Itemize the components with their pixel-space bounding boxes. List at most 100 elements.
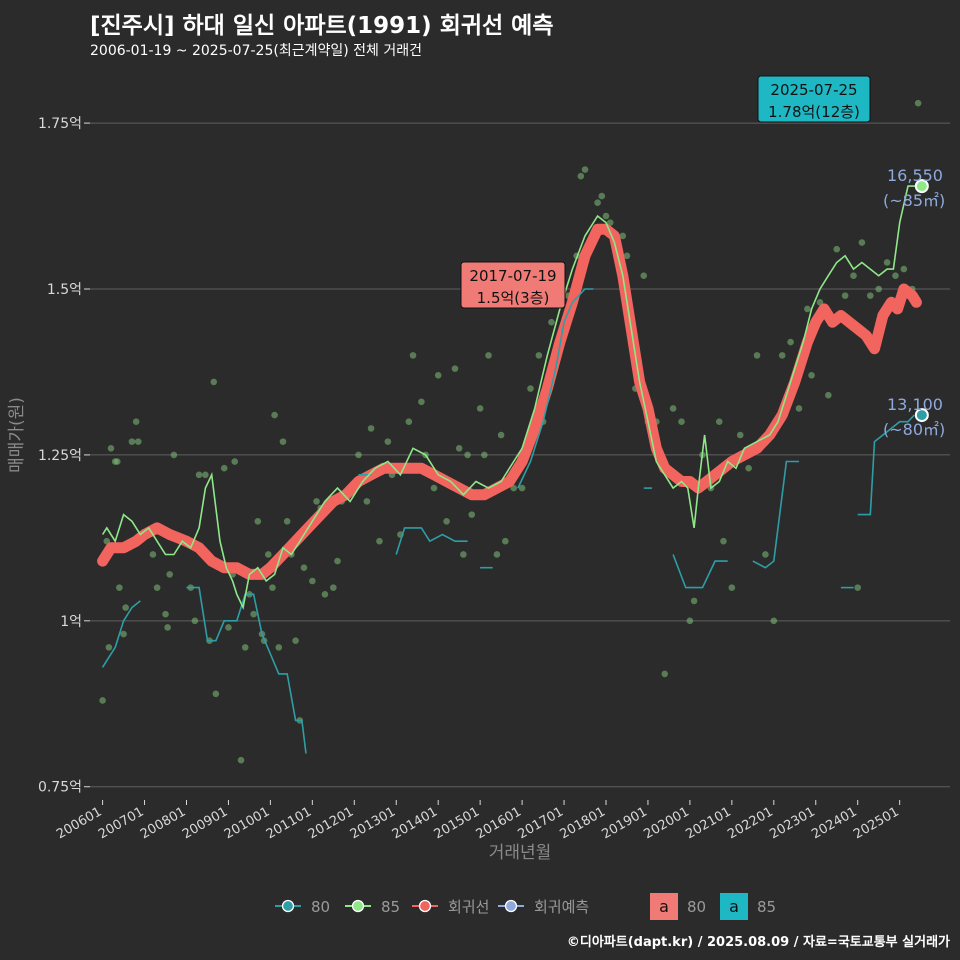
scatter-point [409,352,417,359]
scatter-point [241,644,249,651]
scatter-point [795,405,803,412]
legend-key-dot-85 [351,899,365,913]
legend-box-glyph-85: a [729,897,739,916]
scatter-point [405,418,413,426]
scatter-point [363,498,371,505]
legend: 80 85 회귀선 회귀예측 a 80 a 85 [275,893,776,920]
scatter-point [476,405,484,412]
legend-label-80: 80 [311,898,330,916]
scatter-point [900,265,908,273]
x-tick-label: 200801 [138,804,188,842]
scatter-point [619,232,627,240]
scatter-point [162,610,169,618]
x-tick-label: 202001 [641,804,691,842]
legend-label-85: 85 [381,898,400,916]
scatter-point [264,551,272,558]
scatter-point [367,425,375,432]
legend-key-dot-회귀선 [418,899,432,913]
scatter-point [330,584,337,591]
scatter-point [283,517,291,525]
scatter-point [485,352,492,359]
legend-key-dot-80 [281,899,295,913]
scatter-point [212,690,220,698]
series-80-line [186,586,307,754]
scatter-point [430,484,438,492]
y-tick-label: 1.75억 [38,116,82,132]
x-tick-label: 201901 [599,804,649,842]
scatter-point [113,458,121,465]
scatter-point [275,644,283,651]
series-80-line [517,288,594,489]
scatter-point [132,418,140,426]
scatter-point [225,624,232,631]
legend-box-glyph-80: a [659,897,669,916]
scatter-point [883,259,891,266]
series-85-line [101,185,924,611]
x-tick-label: 202401 [809,804,859,842]
scatter-point [103,537,111,545]
scatter-point [191,617,199,625]
callout-date-max_85: 2025-07-25 [770,81,857,99]
scatter-point [451,365,459,372]
x-tick-label: 200901 [180,804,230,842]
scatter-point [816,298,824,306]
scatter-point [594,199,601,207]
x-tick-label: 202501 [851,804,901,842]
scatter-point [116,584,123,591]
scatter-point [271,411,278,419]
scatter-point [715,418,723,426]
scatter-point [866,292,874,299]
scatter-point [443,517,450,525]
scatter-point [105,644,113,651]
scatter-point [598,192,606,200]
scatter-point [833,245,841,253]
end-label-area-85: (~85㎡) [883,191,945,210]
end-marker-85 [914,179,929,194]
x-axis-title: 거래년월 [489,843,552,863]
scatter-point [122,604,129,611]
series-layer [97,185,924,754]
scatter-point [875,285,882,293]
scatter-point [686,617,694,625]
scatter-point [669,405,677,412]
chart-subtitle: 2006-01-19 ~ 2025-07-25(최근계약일) 전체 거래건 [90,43,422,59]
scatter-point [384,438,392,445]
scatter-point [497,431,505,439]
scatter-point [269,584,276,591]
scatter-point [581,166,589,173]
scatter-point [661,670,669,678]
scatter-point [153,584,161,591]
scatter-point [850,272,857,280]
scatter-point [166,571,174,578]
scatter-point [745,464,752,472]
scatter-point [841,292,849,299]
scatter-point [149,551,157,558]
scatter-point [770,617,778,625]
y-tick-label: 1.5억 [47,282,82,298]
x-tick-label: 201201 [306,804,356,842]
series-80-line [857,414,915,516]
y-tick-label: 0.75억 [38,780,82,796]
scatter-point [548,318,555,326]
x-tick-label: 201101 [264,804,314,842]
scatter-point [128,438,136,445]
scatter-point [736,431,744,439]
scatter-point [778,352,786,359]
scatter-point [690,597,698,605]
x-tick-label: 202301 [767,804,817,842]
scatter-point [892,272,899,280]
scatter-point [493,551,501,558]
scatter-point [334,557,341,565]
scatter-point [300,564,308,572]
legend-label-회귀선: 회귀선 [448,898,489,916]
y-axis-title: 매매가(원) [7,397,27,473]
y-tick-label: 1억 [60,614,82,630]
x-tick-label: 202201 [725,804,775,842]
scatter-point [279,438,287,445]
x-tick-label: 201301 [348,804,398,842]
scatter-point [355,451,362,459]
scatter-point [804,305,811,313]
scatter-point [602,212,610,220]
scatter-point [220,464,228,472]
